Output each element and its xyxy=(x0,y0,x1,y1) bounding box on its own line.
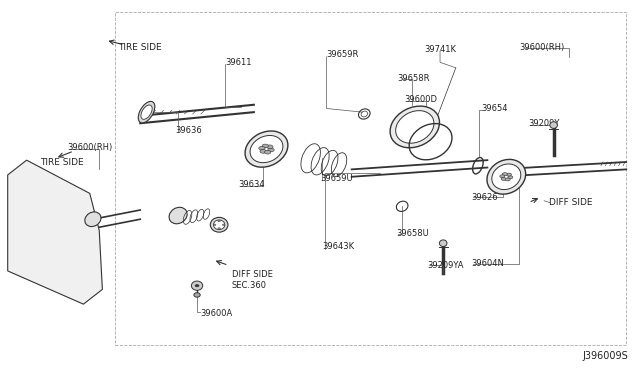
Ellipse shape xyxy=(250,135,283,163)
Text: DIFF SIDE
SEC.360: DIFF SIDE SEC.360 xyxy=(232,270,273,290)
Circle shape xyxy=(222,224,225,225)
Text: 39600A: 39600A xyxy=(200,309,232,318)
Text: 39209Y: 39209Y xyxy=(529,119,560,128)
Text: 39626: 39626 xyxy=(472,193,498,202)
Circle shape xyxy=(195,285,199,287)
Text: DIFF SIDE: DIFF SIDE xyxy=(549,198,593,207)
Circle shape xyxy=(268,148,274,152)
Ellipse shape xyxy=(245,131,288,167)
Ellipse shape xyxy=(211,217,228,232)
Ellipse shape xyxy=(390,106,440,148)
Text: 39634: 39634 xyxy=(238,180,265,189)
Circle shape xyxy=(259,147,265,150)
Text: 39658R: 39658R xyxy=(397,74,430,83)
Ellipse shape xyxy=(138,102,155,123)
Text: 39659U: 39659U xyxy=(320,174,353,183)
Circle shape xyxy=(505,178,510,181)
Circle shape xyxy=(214,224,216,225)
Circle shape xyxy=(260,150,266,153)
Text: TIRE SIDE: TIRE SIDE xyxy=(118,43,162,52)
Text: J396009S: J396009S xyxy=(582,351,628,361)
Text: 39659R: 39659R xyxy=(326,51,359,60)
Circle shape xyxy=(218,220,220,222)
Circle shape xyxy=(501,177,506,180)
Circle shape xyxy=(262,144,268,148)
Circle shape xyxy=(502,173,508,176)
Circle shape xyxy=(267,145,273,149)
Text: TIRE SIDE: TIRE SIDE xyxy=(40,157,84,167)
Ellipse shape xyxy=(487,159,525,194)
Ellipse shape xyxy=(194,293,200,297)
Circle shape xyxy=(508,176,513,179)
Ellipse shape xyxy=(396,110,434,143)
Text: 39600D: 39600D xyxy=(404,95,437,104)
Ellipse shape xyxy=(191,281,203,290)
Ellipse shape xyxy=(169,207,187,224)
Polygon shape xyxy=(8,160,102,304)
Text: 39643K: 39643K xyxy=(322,243,354,251)
Text: 39741K: 39741K xyxy=(424,45,456,54)
Text: 39658U: 39658U xyxy=(396,230,429,238)
Circle shape xyxy=(500,175,505,178)
Text: 39654: 39654 xyxy=(481,104,508,113)
Text: 39600(RH): 39600(RH) xyxy=(519,43,564,52)
Text: 39604N: 39604N xyxy=(472,259,504,268)
Ellipse shape xyxy=(492,164,521,190)
Ellipse shape xyxy=(214,220,225,230)
Ellipse shape xyxy=(550,122,557,128)
Text: 39600(RH): 39600(RH) xyxy=(68,143,113,152)
Circle shape xyxy=(506,173,511,176)
Text: 39209YA: 39209YA xyxy=(428,261,464,270)
Circle shape xyxy=(218,228,220,229)
Circle shape xyxy=(264,150,271,154)
Ellipse shape xyxy=(85,212,101,227)
Text: 39636: 39636 xyxy=(175,126,202,135)
Ellipse shape xyxy=(141,105,152,119)
Text: 39611: 39611 xyxy=(225,58,252,67)
Ellipse shape xyxy=(440,240,447,247)
